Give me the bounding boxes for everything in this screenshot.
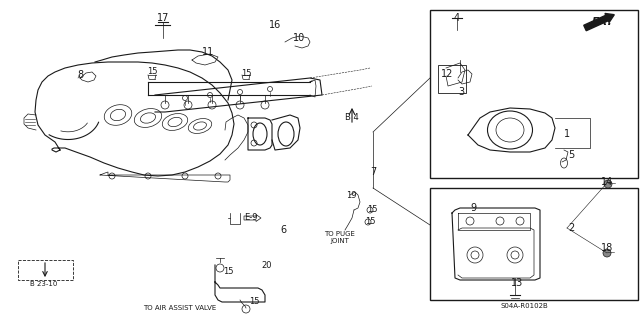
Text: 12: 12 (441, 69, 453, 79)
Text: 15: 15 (241, 69, 252, 78)
Text: B 4: B 4 (345, 114, 359, 122)
Text: FR.: FR. (592, 17, 612, 27)
Text: 9: 9 (470, 203, 476, 213)
Text: 3: 3 (458, 87, 464, 97)
Text: 6: 6 (280, 225, 286, 235)
Text: 15: 15 (147, 68, 157, 77)
Text: 15: 15 (367, 204, 377, 213)
Text: 15: 15 (249, 298, 259, 307)
Text: 5: 5 (568, 150, 574, 160)
Text: 15: 15 (223, 268, 233, 277)
Text: TO PUGE
JOINT: TO PUGE JOINT (324, 232, 355, 244)
Text: 15: 15 (365, 217, 375, 226)
Bar (430, 10, 638, 178)
Text: 11: 11 (202, 47, 214, 57)
Circle shape (603, 249, 611, 257)
FancyArrow shape (244, 214, 261, 221)
Text: 4: 4 (454, 13, 460, 23)
Text: 1: 1 (564, 129, 570, 139)
Text: S04A-R0102B: S04A-R0102B (500, 303, 548, 309)
Text: 2: 2 (568, 223, 574, 233)
Text: 8: 8 (77, 70, 83, 80)
Text: TO AIR ASSIST VALVE: TO AIR ASSIST VALVE (143, 305, 216, 311)
Text: 14: 14 (601, 177, 613, 187)
Text: 20: 20 (262, 262, 272, 271)
Text: B 23-10: B 23-10 (30, 281, 58, 287)
Text: 18: 18 (601, 243, 613, 253)
Circle shape (604, 180, 612, 188)
Bar (430, 188, 638, 300)
Text: 7: 7 (370, 167, 376, 177)
Text: 17: 17 (157, 13, 169, 23)
Bar (438, 65, 466, 93)
Text: 13: 13 (511, 278, 523, 288)
FancyArrow shape (584, 13, 614, 31)
Text: 10: 10 (293, 33, 305, 43)
Text: 19: 19 (346, 191, 356, 201)
Text: E-9: E-9 (244, 213, 258, 222)
Text: 16: 16 (269, 20, 281, 30)
